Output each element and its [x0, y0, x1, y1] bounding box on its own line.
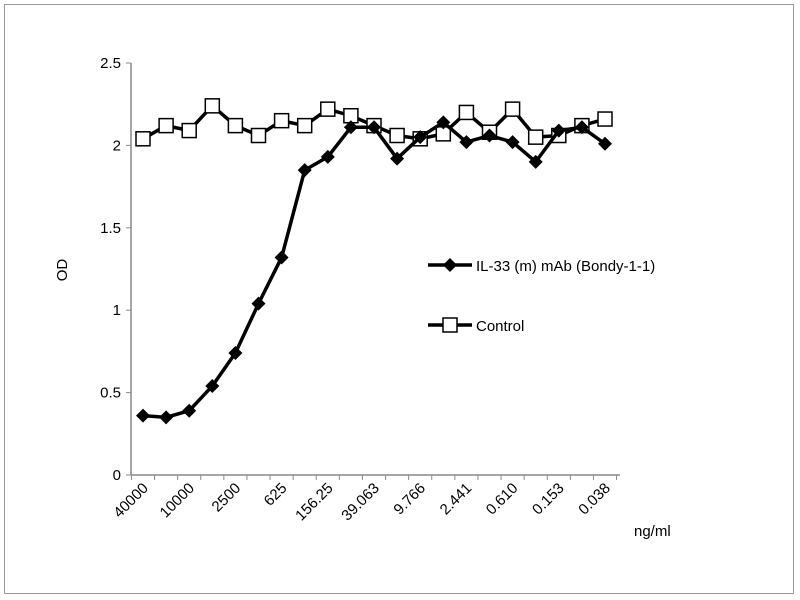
data-point-il33	[182, 403, 197, 418]
data-point-il33	[505, 135, 520, 150]
data-point-il33	[459, 135, 474, 150]
data-point-control	[504, 101, 521, 117]
legend-marker-square	[442, 317, 458, 333]
x-tick-label: 625	[261, 480, 291, 510]
data-point-il33	[551, 123, 566, 138]
x-tick-label: 9.766	[390, 480, 429, 519]
data-point-il33	[482, 128, 497, 143]
data-point-il33	[436, 115, 451, 130]
data-point-control	[181, 122, 197, 139]
y-tick-label: 1.5	[100, 220, 121, 237]
data-point-il33	[297, 163, 312, 178]
y-tick-label: 1	[113, 302, 121, 319]
chart-border	[4, 4, 794, 594]
data-point-control	[135, 131, 151, 147]
data-point-il33	[251, 296, 266, 311]
data-point-il33	[413, 130, 428, 145]
data-point-il33	[136, 408, 150, 423]
y-tick-label: 0	[113, 467, 121, 484]
data-point-il33	[598, 136, 612, 151]
x-tick-label: 40000	[110, 480, 152, 522]
data-point-il33	[228, 346, 243, 361]
data-point-control	[204, 98, 221, 114]
x-axis-label: ng/ml	[634, 523, 671, 540]
data-point-control	[527, 129, 544, 145]
data-point-il33	[274, 250, 289, 265]
data-point-il33	[205, 379, 220, 394]
x-tick-label: 0.610	[483, 480, 522, 519]
data-point-control	[273, 112, 290, 129]
x-tick-label: 39.063	[338, 480, 382, 524]
legend-label: IL-33 (m) mAb (Bondy-1-1)	[476, 258, 655, 275]
legend-label: Control	[476, 318, 524, 335]
data-point-control	[250, 127, 267, 144]
data-point-control	[296, 117, 313, 134]
data-point-il33	[528, 154, 543, 169]
legend-marker-diamond	[443, 258, 457, 272]
data-point-control	[158, 117, 174, 134]
x-tick-label: 2.441	[437, 480, 476, 519]
data-point-control	[320, 101, 336, 117]
x-tick-label: 10000	[157, 480, 199, 522]
data-point-il33	[574, 120, 589, 135]
data-point-il33	[159, 410, 174, 425]
y-tick-label: 2.5	[100, 55, 121, 72]
x-tick-label: 0.038	[575, 480, 614, 519]
data-point-control	[389, 127, 405, 144]
data-point-control	[458, 104, 475, 121]
data-point-il33	[343, 120, 358, 135]
y-tick-label: 0.5	[100, 385, 121, 402]
data-point-il33	[367, 120, 381, 135]
x-tick-label: 2500	[209, 480, 245, 516]
x-tick-label: 0.153	[529, 480, 568, 519]
data-point-control	[597, 111, 613, 127]
y-tick-label: 2	[113, 137, 121, 154]
data-point-control	[227, 117, 244, 134]
x-tick-label: 156.25	[292, 480, 336, 524]
y-axis-label: OD	[54, 259, 71, 282]
data-point-il33	[320, 149, 335, 164]
data-point-il33	[390, 151, 405, 166]
